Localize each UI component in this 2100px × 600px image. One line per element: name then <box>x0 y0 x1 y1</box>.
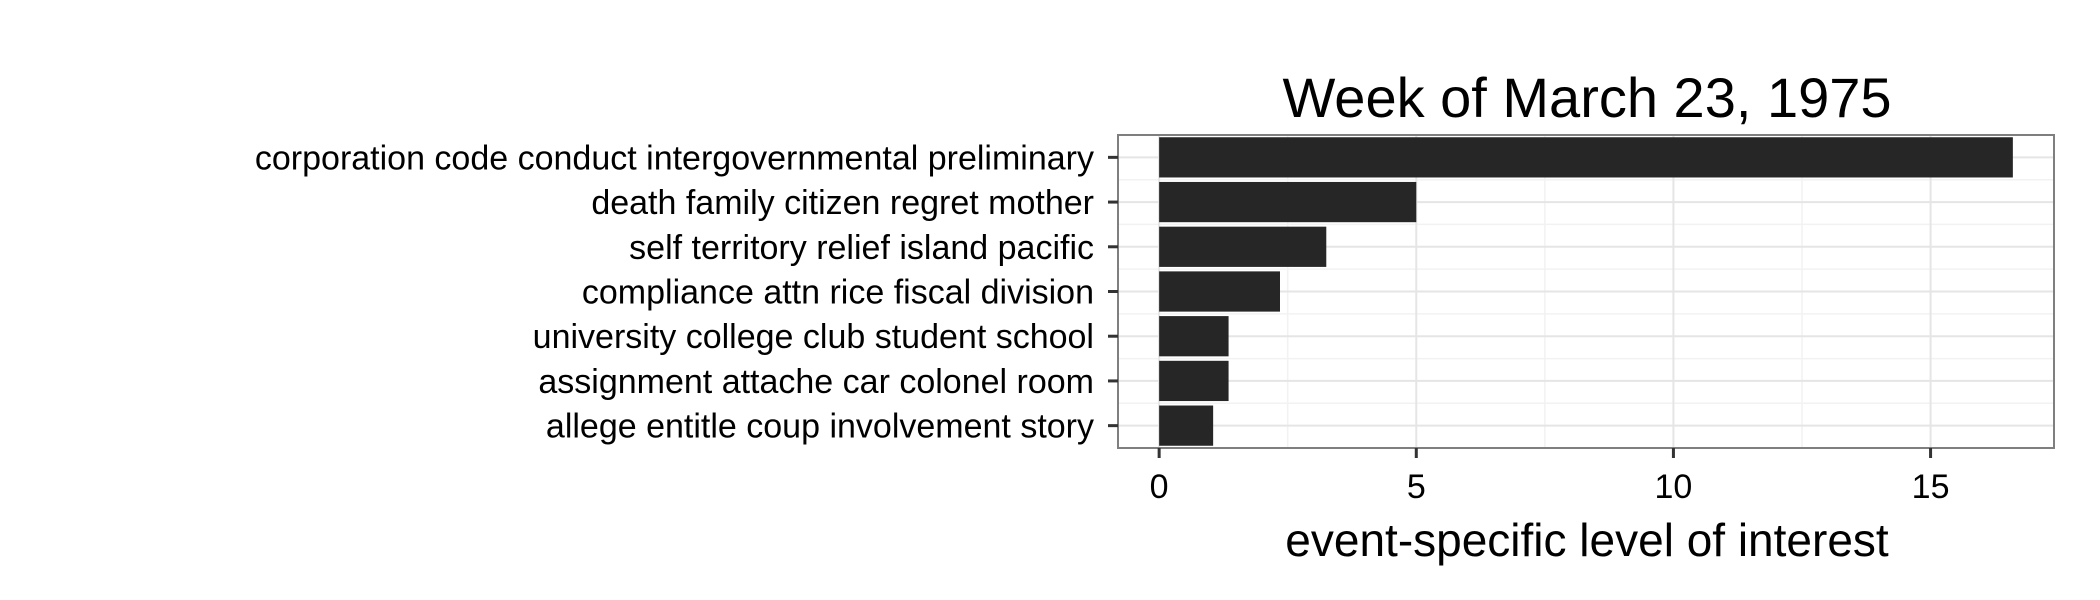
bar <box>1159 316 1229 357</box>
bar <box>1159 137 2013 178</box>
y-axis-labels: corporation code conduct intergovernment… <box>255 139 1094 445</box>
category-label: allege entitle coup involvement story <box>546 408 1094 446</box>
bar <box>1159 226 1327 267</box>
bar <box>1159 181 1417 223</box>
bars <box>1159 137 2013 446</box>
category-label: assignment attache car colonel room <box>538 363 1094 401</box>
x-axis-ticks <box>1157 448 1933 458</box>
category-label: self territory relief island pacific <box>629 229 1094 267</box>
category-label: death family citizen regret mother <box>591 184 1094 222</box>
bar <box>1159 405 1214 446</box>
category-label: corporation code conduct intergovernment… <box>255 139 1094 177</box>
bar <box>1159 271 1280 312</box>
category-label: university college club student school <box>533 318 1094 356</box>
x-tick-label: 10 <box>1655 468 1693 506</box>
minor-grid <box>1118 135 2054 448</box>
x-axis-labels: 0 5 10 15 <box>1150 468 1950 506</box>
bar <box>1159 360 1229 402</box>
x-tick-label: 0 <box>1150 468 1169 506</box>
x-axis-label: event-specific level of interest <box>1285 514 1889 566</box>
x-tick-label: 15 <box>1912 468 1950 506</box>
x-tick-label: 5 <box>1407 468 1426 506</box>
category-label: compliance attn rice fiscal division <box>582 274 1094 312</box>
chart-title: Week of March 23, 1975 <box>1282 66 1891 129</box>
y-axis-ticks <box>1108 155 1118 428</box>
